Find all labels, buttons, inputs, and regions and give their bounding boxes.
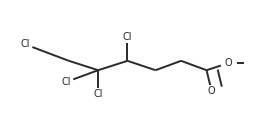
Text: Cl: Cl: [61, 77, 71, 87]
Text: Cl: Cl: [21, 39, 30, 49]
Text: Cl: Cl: [122, 32, 132, 42]
Text: O: O: [207, 86, 215, 96]
Text: O: O: [224, 58, 231, 68]
Text: Cl: Cl: [93, 89, 103, 99]
